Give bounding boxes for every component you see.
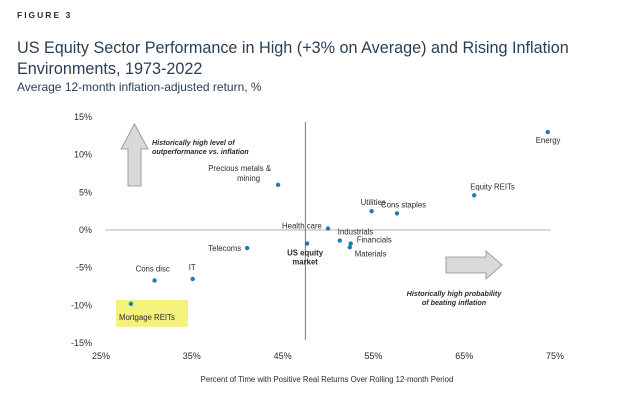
point-label: Telecoms xyxy=(208,244,241,253)
x-tick-label: 35% xyxy=(183,351,201,361)
point-label: Health care xyxy=(282,221,322,230)
point-label: Equity REITs xyxy=(470,182,515,191)
annotation-bottom-right-line-1: Historically high probability xyxy=(407,289,503,298)
x-tick-label: 55% xyxy=(364,351,382,361)
arrow-right-icon xyxy=(445,250,503,280)
data-point xyxy=(545,129,550,135)
x-tick-label: 75% xyxy=(546,351,564,361)
data-point xyxy=(471,193,477,198)
data-point xyxy=(190,276,195,282)
data-point xyxy=(348,241,353,246)
y-tick-label: 15% xyxy=(74,112,92,122)
data-point xyxy=(275,182,281,187)
data-point xyxy=(244,245,250,251)
y-tick-label: -10% xyxy=(71,300,92,310)
x-axis-label: Percent of Time with Positive Real Retur… xyxy=(201,375,454,384)
annotation-bottom-right-line-2: of beating inflation xyxy=(422,298,487,307)
annotation-top-left-line-1: Historically high level of xyxy=(152,138,235,147)
data-point xyxy=(128,301,134,307)
point-label: Materials xyxy=(355,249,387,258)
data-point xyxy=(337,238,343,243)
point-label: Mortgage REITs xyxy=(119,313,175,322)
mortgage-reits-highlight xyxy=(115,299,188,327)
point-label: Cons disc xyxy=(136,264,170,273)
data-point xyxy=(325,226,331,231)
chart-subtitle: Average 12-month inflation-adjusted retu… xyxy=(17,80,262,94)
point-label: mining xyxy=(237,174,260,183)
y-tick-label: 5% xyxy=(79,187,92,197)
point-label: US equity xyxy=(287,249,324,258)
y-tick-label: 10% xyxy=(74,150,92,160)
data-point xyxy=(347,245,352,250)
figure-label: FIGURE 3 xyxy=(17,10,73,20)
x-tick-label: 65% xyxy=(455,351,473,361)
data-point xyxy=(152,278,157,283)
point-label: IT xyxy=(189,263,196,272)
point-label: market xyxy=(292,258,318,267)
y-tick-label: 0% xyxy=(79,225,92,235)
x-tick-label: 45% xyxy=(274,351,292,361)
point-label: Cons staples xyxy=(381,200,426,209)
x-tick-label: 25% xyxy=(92,351,110,361)
data-point xyxy=(369,208,374,214)
point-label: Industrials xyxy=(338,228,374,237)
point-label: Financials xyxy=(357,236,392,245)
y-tick-label: -15% xyxy=(71,338,92,348)
point-label: Energy xyxy=(536,136,561,145)
data-point xyxy=(304,241,310,246)
point-label: Precious metals & xyxy=(208,164,272,173)
annotation-top-left-line-2: outperformance vs. inflation xyxy=(152,147,249,156)
chart-title: US Equity Sector Performance in High (+3… xyxy=(17,39,569,78)
data-point xyxy=(394,211,400,216)
y-tick-label: -5% xyxy=(76,263,92,273)
arrow-up-icon xyxy=(120,123,149,187)
point-label: Utilities xyxy=(361,198,386,207)
